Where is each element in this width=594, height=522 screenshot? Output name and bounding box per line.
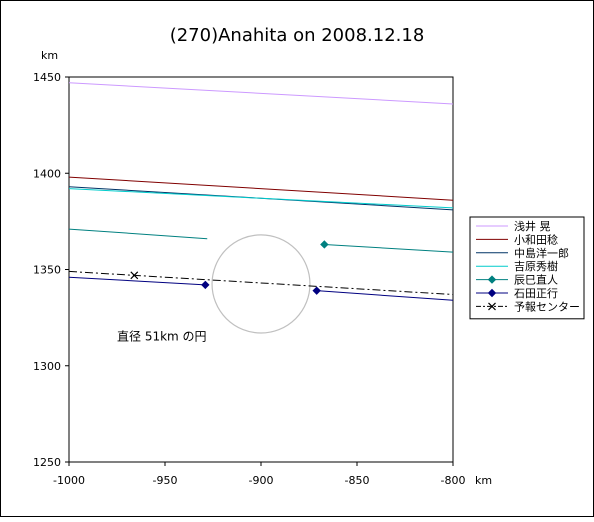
plot-border (68, 76, 454, 463)
legend-marker-6 (488, 302, 496, 311)
y-tick-label: 1350 (33, 264, 61, 277)
legend-label-4: 辰巳直人 (514, 273, 558, 287)
chart-title: (270)Anahita on 2008.12.18 (170, 25, 425, 46)
legend-box (469, 216, 585, 320)
legend-label-2: 中島洋一郎 (514, 246, 569, 260)
series-line-4 (69, 228, 208, 240)
legend-label-1: 小和田稔 (514, 232, 558, 246)
y-tick-label: 1450 (33, 71, 61, 84)
x-tick-label: -800 (441, 474, 466, 487)
y-tick-label: 1250 (33, 456, 61, 469)
series-marker-6 (130, 271, 139, 280)
legend-label-5: 石田正行 (514, 287, 558, 300)
series-group (69, 82, 453, 334)
series-line-5 (316, 290, 453, 301)
x-tick-label: -1000 (53, 474, 85, 487)
y-tick-label: 1300 (33, 360, 61, 373)
series-line-0 (69, 82, 453, 105)
series-line-5 (69, 276, 206, 286)
annotation-label: 直径 51km の円 (117, 330, 207, 344)
series-marker-5 (312, 286, 321, 295)
legend-marker-5 (487, 288, 497, 298)
x-tick-label: -850 (345, 474, 370, 487)
x-tick-label: -900 (249, 474, 274, 487)
series-line-4 (324, 243, 453, 253)
legend-label-6: 予報センター (514, 300, 580, 313)
series-marker-4 (320, 240, 329, 249)
legend-label-3: 吉原秀樹 (514, 260, 558, 273)
series-line-6 (69, 270, 453, 296)
x-axis-unit: km (475, 474, 492, 487)
y-tick-label: 1400 (33, 167, 61, 180)
legend-label-0: 浅井 晃 (514, 219, 551, 233)
plot-area: 1250 1300 1350 1400 1450 -1000 -950 -900 -850 -80… (33, 71, 465, 487)
series-line-1 (69, 176, 453, 201)
legend-marker-4 (487, 275, 497, 284)
series-marker-5 (201, 280, 210, 290)
x-tick-label: -950 (153, 474, 178, 487)
diameter-circle (211, 234, 311, 334)
y-axis-unit: km (41, 49, 58, 62)
series-line-3 (69, 188, 453, 209)
